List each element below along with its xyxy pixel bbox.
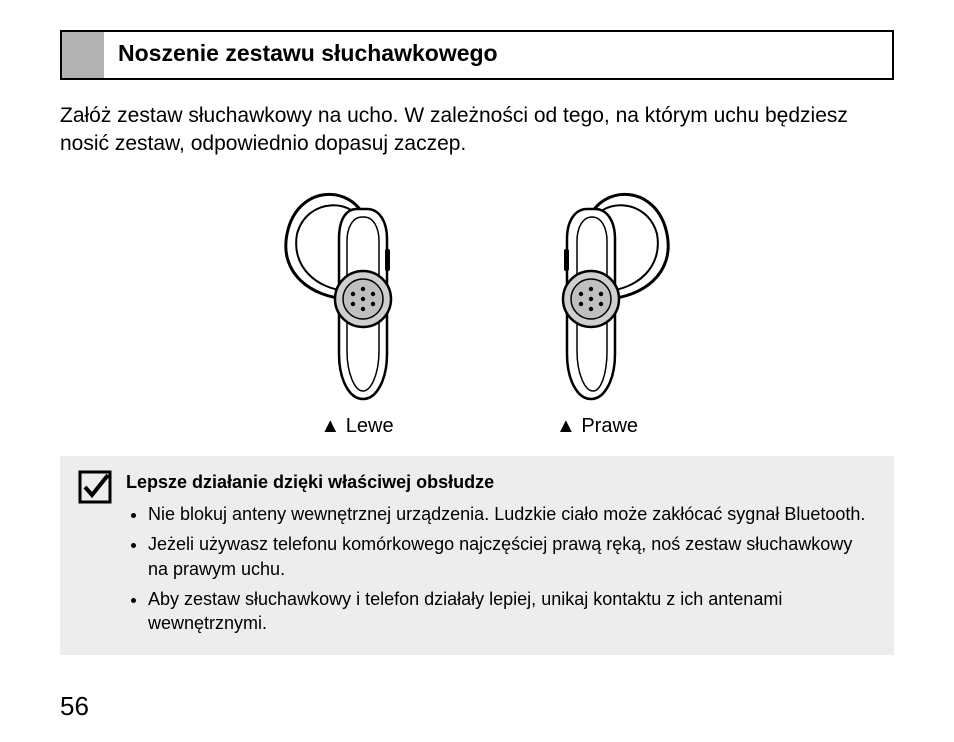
headset-right-illustration — [507, 179, 687, 409]
info-bullet: Aby zestaw słuchawkowy i telefon działał… — [148, 587, 876, 636]
info-box: Lepsze działanie dzięki właściwej obsłud… — [60, 456, 894, 656]
intro-paragraph: Załóż zestaw słuchawkowy na ucho. W zale… — [60, 102, 894, 159]
heading-accent-square — [62, 32, 104, 78]
figure-right: ▲ Prawe — [507, 179, 687, 438]
figure-right-caption: ▲ Prawe — [556, 415, 638, 438]
document-page: Noszenie zestawu słuchawkowego Załóż zes… — [0, 0, 954, 742]
headset-left-illustration — [267, 179, 447, 409]
info-bullet: Nie blokuj anteny wewnętrznej urządzenia… — [148, 502, 876, 526]
checkmark-icon — [78, 470, 112, 642]
info-bullet-list: Nie blokuj anteny wewnętrznej urządzenia… — [126, 502, 876, 635]
info-content: Lepsze działanie dzięki właściwej obsłud… — [126, 470, 876, 642]
page-number: 56 — [60, 691, 89, 722]
section-heading-box: Noszenie zestawu słuchawkowego — [60, 30, 894, 80]
figure-left: ▲ Lewe — [267, 179, 447, 438]
figure-left-caption: ▲ Lewe — [320, 415, 393, 438]
info-title: Lepsze działanie dzięki właściwej obsłud… — [126, 470, 876, 494]
info-bullet: Jeżeli używasz telefonu komórkowego najc… — [148, 532, 876, 581]
section-heading: Noszenie zestawu słuchawkowego — [104, 32, 512, 78]
figure-row: ▲ Lewe — [60, 179, 894, 438]
